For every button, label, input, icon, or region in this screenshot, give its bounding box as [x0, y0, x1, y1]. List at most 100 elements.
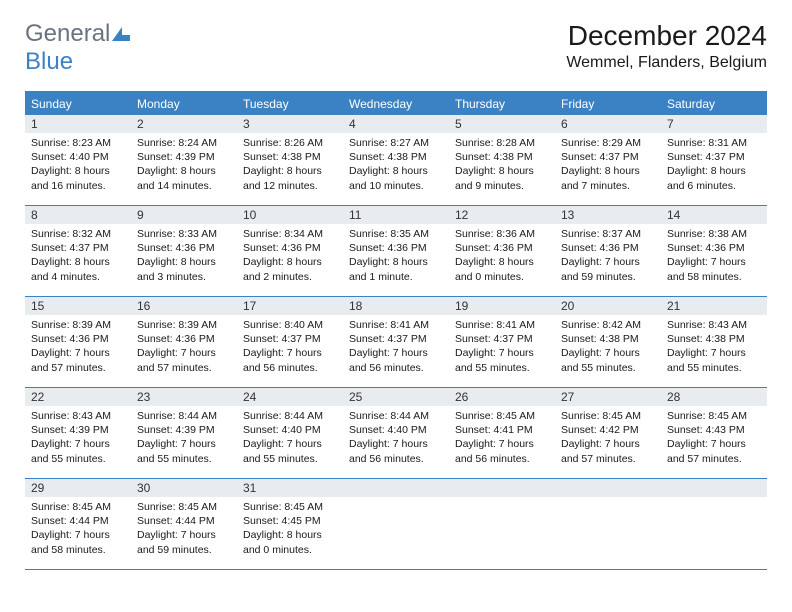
- day-cell: 16Sunrise: 8:39 AMSunset: 4:36 PMDayligh…: [131, 297, 237, 387]
- daylight-text: Daylight: 7 hours and 57 minutes.: [31, 346, 125, 374]
- sunrise-text: Sunrise: 8:41 AM: [455, 318, 549, 332]
- sunrise-text: Sunrise: 8:45 AM: [243, 500, 337, 514]
- day-cell: 5Sunrise: 8:28 AMSunset: 4:38 PMDaylight…: [449, 115, 555, 205]
- sunrise-text: Sunrise: 8:39 AM: [31, 318, 125, 332]
- sunrise-text: Sunrise: 8:41 AM: [349, 318, 443, 332]
- day-header: Friday: [555, 93, 661, 115]
- sunrise-text: Sunrise: 8:32 AM: [31, 227, 125, 241]
- day-content: Sunrise: 8:39 AMSunset: 4:36 PMDaylight:…: [25, 315, 131, 378]
- day-number: [661, 479, 767, 497]
- sunset-text: Sunset: 4:40 PM: [349, 423, 443, 437]
- day-number: 29: [25, 479, 131, 497]
- day-number: 28: [661, 388, 767, 406]
- sunset-text: Sunset: 4:38 PM: [455, 150, 549, 164]
- page-header: General Blue December 2024 Wemmel, Fland…: [25, 20, 767, 76]
- day-cell: 25Sunrise: 8:44 AMSunset: 4:40 PMDayligh…: [343, 388, 449, 478]
- day-content: Sunrise: 8:44 AMSunset: 4:40 PMDaylight:…: [343, 406, 449, 469]
- daylight-text: Daylight: 7 hours and 59 minutes.: [561, 255, 655, 283]
- sunrise-text: Sunrise: 8:45 AM: [137, 500, 231, 514]
- daylight-text: Daylight: 8 hours and 14 minutes.: [137, 164, 231, 192]
- day-number: 15: [25, 297, 131, 315]
- day-content: Sunrise: 8:33 AMSunset: 4:36 PMDaylight:…: [131, 224, 237, 287]
- daylight-text: Daylight: 8 hours and 7 minutes.: [561, 164, 655, 192]
- sunset-text: Sunset: 4:42 PM: [561, 423, 655, 437]
- day-cell: 3Sunrise: 8:26 AMSunset: 4:38 PMDaylight…: [237, 115, 343, 205]
- sunset-text: Sunset: 4:38 PM: [349, 150, 443, 164]
- day-number: 16: [131, 297, 237, 315]
- day-cell: 12Sunrise: 8:36 AMSunset: 4:36 PMDayligh…: [449, 206, 555, 296]
- daylight-text: Daylight: 7 hours and 55 minutes.: [243, 437, 337, 465]
- sunrise-text: Sunrise: 8:29 AM: [561, 136, 655, 150]
- sunrise-text: Sunrise: 8:44 AM: [243, 409, 337, 423]
- sunrise-text: Sunrise: 8:44 AM: [349, 409, 443, 423]
- day-header: Saturday: [661, 93, 767, 115]
- sunrise-text: Sunrise: 8:24 AM: [137, 136, 231, 150]
- sunrise-text: Sunrise: 8:39 AM: [137, 318, 231, 332]
- day-number: 8: [25, 206, 131, 224]
- day-cell: [343, 479, 449, 569]
- day-number: 5: [449, 115, 555, 133]
- day-header: Sunday: [25, 93, 131, 115]
- day-number: 31: [237, 479, 343, 497]
- day-cell: 27Sunrise: 8:45 AMSunset: 4:42 PMDayligh…: [555, 388, 661, 478]
- calendar-grid: SundayMondayTuesdayWednesdayThursdayFrid…: [25, 91, 767, 570]
- sunset-text: Sunset: 4:41 PM: [455, 423, 549, 437]
- sunrise-text: Sunrise: 8:28 AM: [455, 136, 549, 150]
- daylight-text: Daylight: 8 hours and 12 minutes.: [243, 164, 337, 192]
- day-cell: 21Sunrise: 8:43 AMSunset: 4:38 PMDayligh…: [661, 297, 767, 387]
- day-cell: 7Sunrise: 8:31 AMSunset: 4:37 PMDaylight…: [661, 115, 767, 205]
- sunrise-text: Sunrise: 8:45 AM: [561, 409, 655, 423]
- day-number: 30: [131, 479, 237, 497]
- day-content: Sunrise: 8:29 AMSunset: 4:37 PMDaylight:…: [555, 133, 661, 196]
- day-content: Sunrise: 8:43 AMSunset: 4:38 PMDaylight:…: [661, 315, 767, 378]
- daylight-text: Daylight: 8 hours and 9 minutes.: [455, 164, 549, 192]
- day-content: Sunrise: 8:26 AMSunset: 4:38 PMDaylight:…: [237, 133, 343, 196]
- day-number: 7: [661, 115, 767, 133]
- day-number: 26: [449, 388, 555, 406]
- sunset-text: Sunset: 4:44 PM: [31, 514, 125, 528]
- logo: General Blue: [25, 20, 130, 76]
- sunrise-text: Sunrise: 8:23 AM: [31, 136, 125, 150]
- daylight-text: Daylight: 7 hours and 56 minutes.: [349, 437, 443, 465]
- sunset-text: Sunset: 4:38 PM: [243, 150, 337, 164]
- day-cell: 11Sunrise: 8:35 AMSunset: 4:36 PMDayligh…: [343, 206, 449, 296]
- sunset-text: Sunset: 4:37 PM: [243, 332, 337, 346]
- sunset-text: Sunset: 4:37 PM: [455, 332, 549, 346]
- calendar-week: 15Sunrise: 8:39 AMSunset: 4:36 PMDayligh…: [25, 297, 767, 388]
- day-content: Sunrise: 8:28 AMSunset: 4:38 PMDaylight:…: [449, 133, 555, 196]
- sunrise-text: Sunrise: 8:27 AM: [349, 136, 443, 150]
- sunrise-text: Sunrise: 8:31 AM: [667, 136, 761, 150]
- day-cell: 19Sunrise: 8:41 AMSunset: 4:37 PMDayligh…: [449, 297, 555, 387]
- sunset-text: Sunset: 4:36 PM: [243, 241, 337, 255]
- day-content: Sunrise: 8:39 AMSunset: 4:36 PMDaylight:…: [131, 315, 237, 378]
- day-cell: 4Sunrise: 8:27 AMSunset: 4:38 PMDaylight…: [343, 115, 449, 205]
- daylight-text: Daylight: 8 hours and 16 minutes.: [31, 164, 125, 192]
- day-number: 2: [131, 115, 237, 133]
- month-title: December 2024: [566, 20, 767, 52]
- day-number: 10: [237, 206, 343, 224]
- day-content: Sunrise: 8:45 AMSunset: 4:44 PMDaylight:…: [131, 497, 237, 560]
- sunset-text: Sunset: 4:43 PM: [667, 423, 761, 437]
- sunset-text: Sunset: 4:40 PM: [31, 150, 125, 164]
- day-content: Sunrise: 8:45 AMSunset: 4:45 PMDaylight:…: [237, 497, 343, 560]
- day-number: 1: [25, 115, 131, 133]
- day-cell: 28Sunrise: 8:45 AMSunset: 4:43 PMDayligh…: [661, 388, 767, 478]
- day-cell: 17Sunrise: 8:40 AMSunset: 4:37 PMDayligh…: [237, 297, 343, 387]
- sunset-text: Sunset: 4:45 PM: [243, 514, 337, 528]
- day-content: Sunrise: 8:40 AMSunset: 4:37 PMDaylight:…: [237, 315, 343, 378]
- day-content: Sunrise: 8:45 AMSunset: 4:41 PMDaylight:…: [449, 406, 555, 469]
- sunset-text: Sunset: 4:36 PM: [137, 332, 231, 346]
- day-content: Sunrise: 8:38 AMSunset: 4:36 PMDaylight:…: [661, 224, 767, 287]
- daylight-text: Daylight: 8 hours and 6 minutes.: [667, 164, 761, 192]
- day-cell: 29Sunrise: 8:45 AMSunset: 4:44 PMDayligh…: [25, 479, 131, 569]
- day-number: 4: [343, 115, 449, 133]
- day-number: 11: [343, 206, 449, 224]
- sunset-text: Sunset: 4:36 PM: [137, 241, 231, 255]
- day-cell: 9Sunrise: 8:33 AMSunset: 4:36 PMDaylight…: [131, 206, 237, 296]
- day-cell: 14Sunrise: 8:38 AMSunset: 4:36 PMDayligh…: [661, 206, 767, 296]
- sunset-text: Sunset: 4:36 PM: [31, 332, 125, 346]
- daylight-text: Daylight: 8 hours and 4 minutes.: [31, 255, 125, 283]
- day-content: Sunrise: 8:35 AMSunset: 4:36 PMDaylight:…: [343, 224, 449, 287]
- day-cell: [555, 479, 661, 569]
- day-cell: 31Sunrise: 8:45 AMSunset: 4:45 PMDayligh…: [237, 479, 343, 569]
